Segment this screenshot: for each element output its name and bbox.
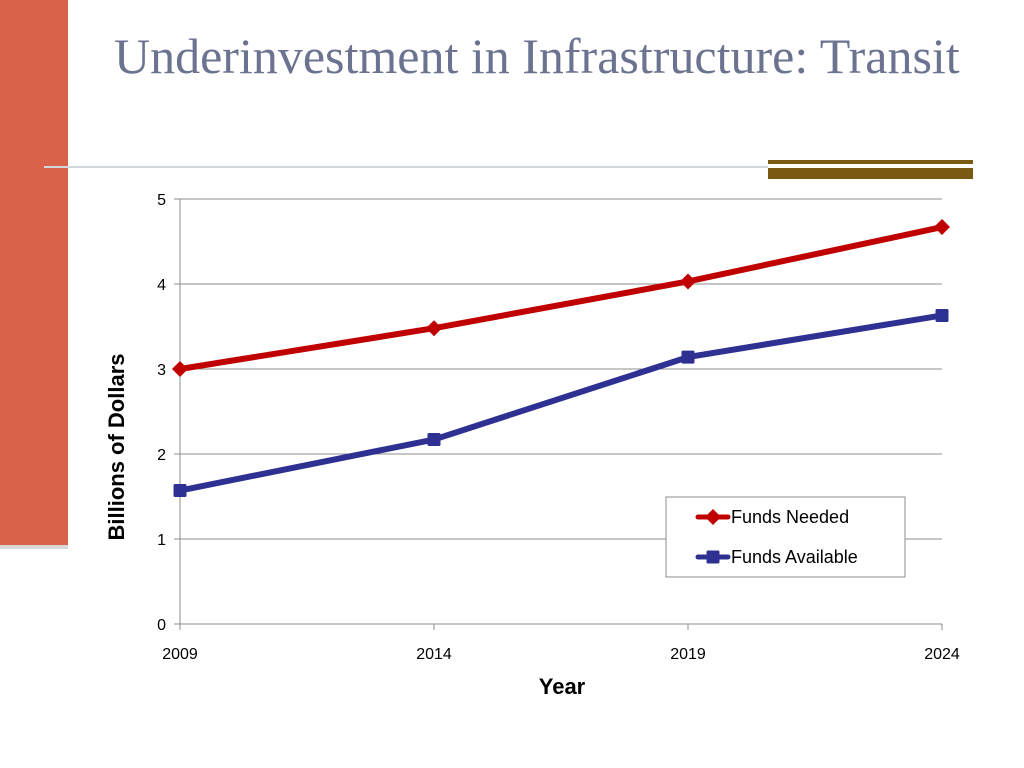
y-axis-title: Billions of Dollars bbox=[104, 353, 129, 540]
legend-item-0: Funds Needed bbox=[695, 507, 849, 527]
y-tick-label: 1 bbox=[157, 532, 166, 549]
series-0 bbox=[172, 219, 950, 377]
legend-swatch-marker bbox=[706, 550, 720, 564]
chart-legend: Funds Needed Funds Available bbox=[665, 496, 906, 578]
legend-item-1: Funds Available bbox=[695, 547, 858, 567]
data-point bbox=[172, 361, 188, 377]
x-tick-label: 2024 bbox=[924, 646, 960, 663]
title-divider bbox=[44, 166, 768, 168]
data-point bbox=[681, 350, 695, 364]
left-accent-bar bbox=[0, 0, 68, 545]
legend-label: Funds Needed bbox=[731, 507, 849, 527]
data-point bbox=[426, 320, 442, 337]
legend-label: Funds Available bbox=[731, 547, 858, 567]
data-point bbox=[680, 273, 696, 290]
series-line bbox=[177, 224, 945, 372]
chart-axes: 0 1 2 3 4 5 2009 2014 2019 2024 bbox=[157, 192, 960, 663]
y-tick-label: 2 bbox=[157, 447, 166, 464]
chart-series bbox=[172, 219, 950, 498]
data-point bbox=[934, 219, 950, 236]
x-tick-label: 2009 bbox=[162, 646, 198, 663]
legend-swatch-marker bbox=[705, 509, 721, 525]
legend-box bbox=[665, 496, 906, 578]
y-tick-label: 3 bbox=[157, 362, 166, 379]
accent-line-thin bbox=[768, 160, 973, 164]
data-point bbox=[427, 433, 441, 447]
x-axis-title: Year bbox=[539, 674, 586, 699]
data-point bbox=[173, 484, 187, 498]
y-tick-label: 4 bbox=[157, 277, 166, 294]
left-accent-bar-shadow bbox=[0, 545, 68, 549]
data-point bbox=[935, 308, 949, 322]
slide-title: Underinvestment in Infrastructure: Trans… bbox=[114, 28, 960, 84]
series-line bbox=[177, 312, 945, 494]
chart-gridlines bbox=[180, 198, 942, 540]
y-tick-label: 5 bbox=[157, 192, 166, 209]
y-tick-label: 0 bbox=[157, 617, 166, 634]
accent-line-thick bbox=[768, 168, 973, 179]
series-1 bbox=[173, 308, 949, 498]
x-tick-label: 2019 bbox=[670, 646, 706, 663]
accent-lines bbox=[768, 160, 973, 180]
x-tick-label: 2014 bbox=[416, 646, 452, 663]
